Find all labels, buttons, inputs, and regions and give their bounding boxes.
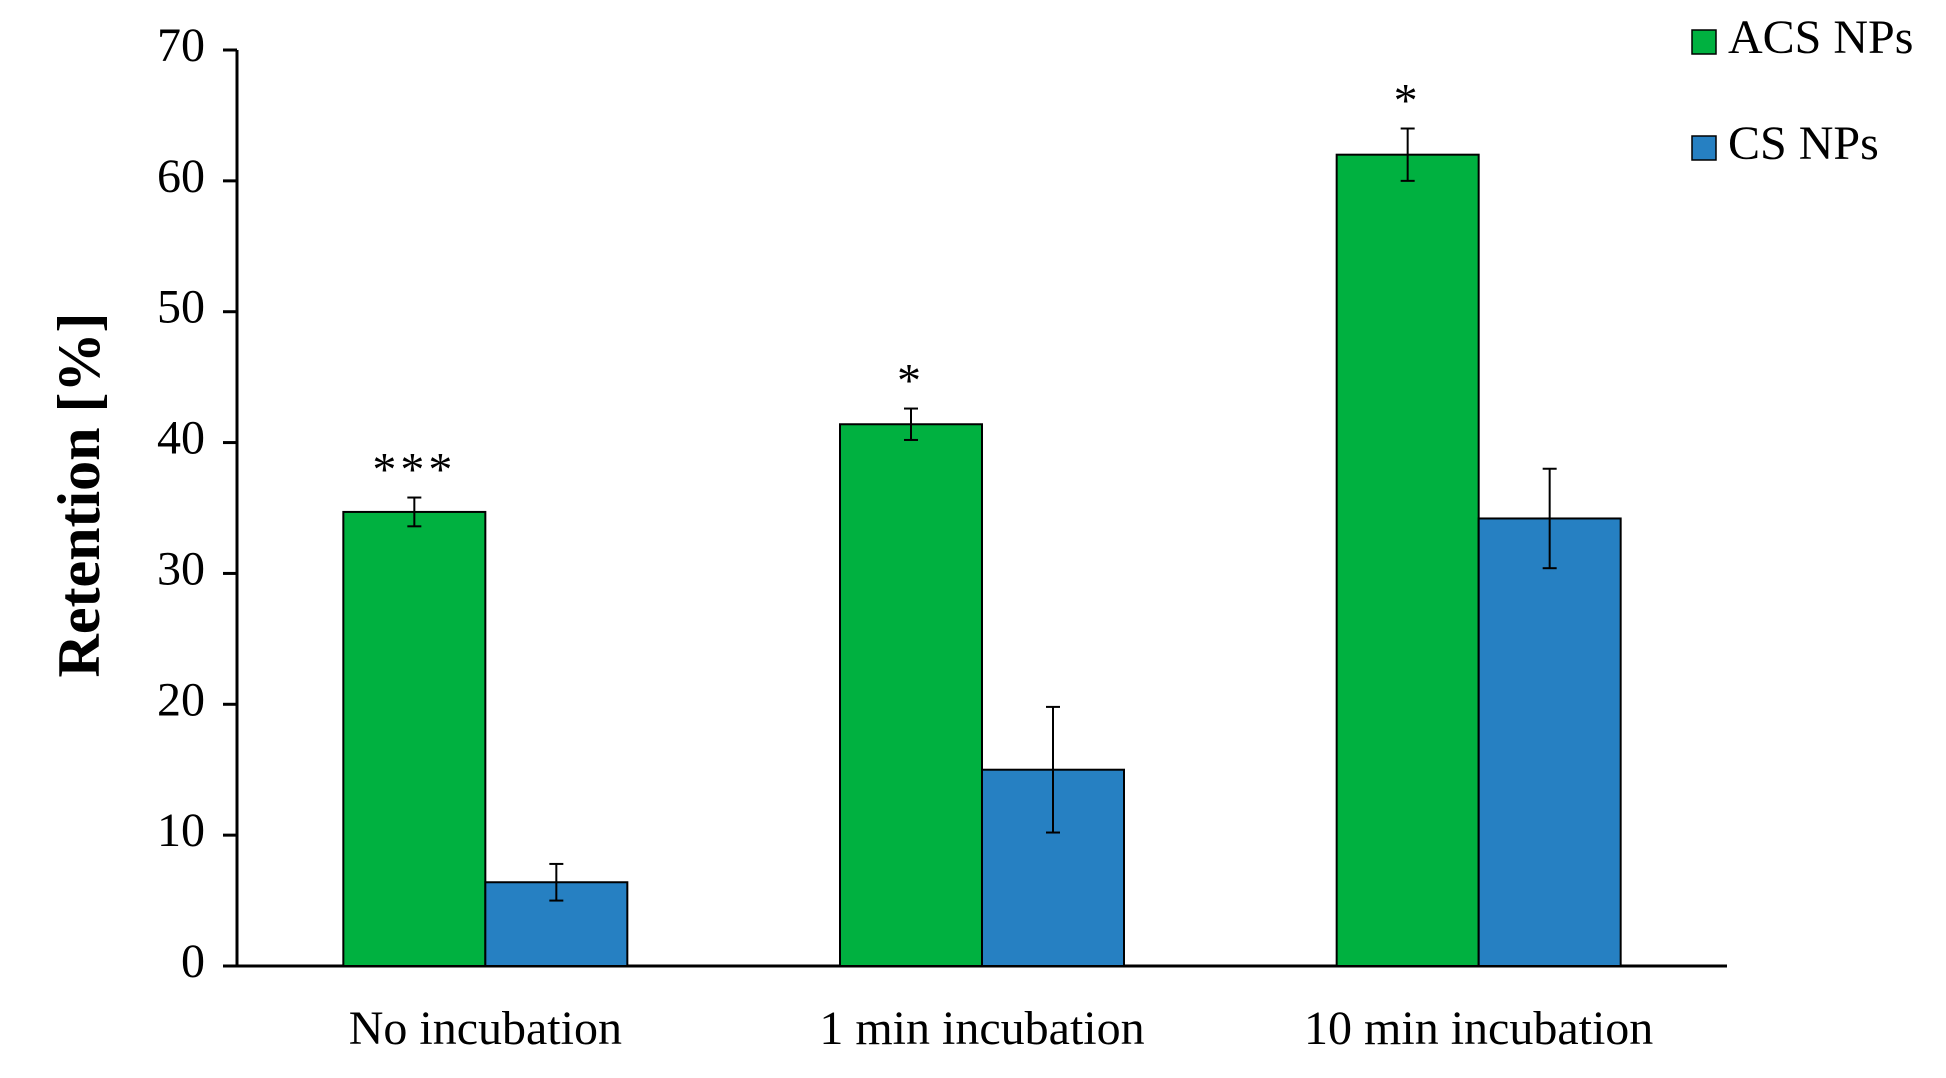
y-axis-label: Retention [%]	[46, 313, 112, 678]
legend-swatch	[1691, 135, 1717, 161]
significance-label: *	[897, 355, 925, 408]
legend: ACS NPs CS NPs	[1691, 11, 1913, 170]
y-tick-label: 0	[181, 935, 205, 988]
y-tick-label: 10	[157, 804, 205, 857]
legend-label: ACS NPs	[1728, 11, 1913, 64]
y-tick-label: 70	[157, 19, 205, 72]
legend-swatch	[1691, 29, 1717, 55]
y-tick-label: 40	[157, 412, 205, 465]
legend-label: CS NPs	[1728, 117, 1879, 170]
x-tick-label: 1 min incubation	[819, 1002, 1144, 1055]
x-tick-label: 10 min incubation	[1304, 1002, 1653, 1055]
y-tick-label: 30	[157, 542, 205, 595]
y-tick-label: 20	[157, 673, 205, 726]
error-bars-group	[407, 127, 1557, 902]
bar	[1335, 153, 1480, 967]
annotations-group: *****	[372, 75, 1422, 497]
x-tick-label: No incubation	[349, 1002, 622, 1055]
y-tick-label: 60	[157, 150, 205, 203]
bar	[1477, 517, 1622, 967]
bar	[342, 510, 487, 967]
bars-group	[342, 153, 1622, 968]
bar	[839, 423, 983, 968]
significance-label: *	[1394, 75, 1422, 128]
axes-group: 0 10 20 30 40 50 60 70 No incubation 1 min incuba…	[157, 19, 1727, 1055]
y-tick-label: 50	[157, 281, 205, 334]
significance-label: ***	[372, 444, 456, 497]
